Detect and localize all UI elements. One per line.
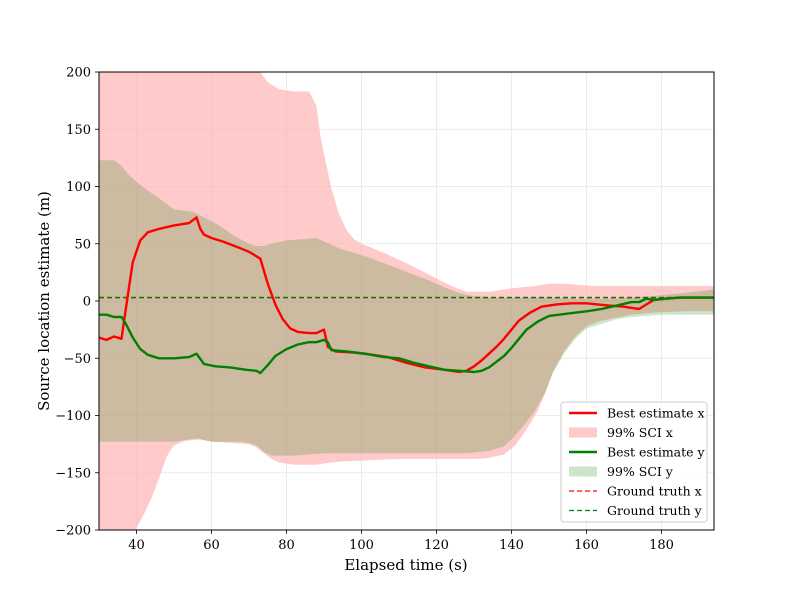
x-tick-label: 160 — [574, 538, 599, 553]
plot-area — [99, 72, 714, 530]
y-tick-label: 50 — [74, 237, 91, 252]
y-tick-label: 100 — [66, 180, 91, 195]
x-tick-label: 80 — [278, 538, 295, 553]
y-axis-label: Source location estimate (m) — [35, 191, 53, 411]
x-axis-label: Elapsed time (s) — [344, 556, 467, 574]
best-estimate-y-line — [99, 296, 714, 375]
legend-label-ground-truth-x: Ground truth x — [607, 484, 702, 499]
legend-swatch-99-sci-x — [569, 427, 597, 438]
x-tick-label: 60 — [203, 538, 220, 553]
x-tick-label: 140 — [499, 538, 524, 553]
legend: Best estimate x 99% SCI x Best estimate y 9… — [560, 401, 708, 523]
legend-swatch-99-sci-y — [569, 466, 597, 477]
legend-label-99-sci-y: 99% SCI y — [607, 464, 674, 479]
x-axis-ticks: 40 60 80 100 120 140 160 180 — [128, 530, 674, 553]
ci-band-x — [99, 72, 714, 530]
legend-box — [560, 401, 708, 523]
y-tick-label: 150 — [66, 123, 91, 138]
y-tick-label: 0 — [83, 295, 91, 310]
y-tick-label: −50 — [64, 352, 91, 367]
ci-band-y — [99, 160, 714, 456]
y-tick-label: −100 — [55, 409, 91, 424]
y-tick-label: −200 — [55, 524, 91, 539]
legend-label-ground-truth-y: Ground truth y — [607, 503, 703, 518]
y-tick-label: 200 — [66, 66, 91, 81]
y-axis-ticks: −200 −150 −100 −50 0 50 100 150 200 — [55, 66, 99, 539]
y-tick-label: −150 — [55, 466, 91, 481]
legend-label-best-estimate-y: Best estimate y — [607, 445, 706, 460]
x-tick-label: 100 — [349, 538, 374, 553]
legend-label-best-estimate-x: Best estimate x — [607, 406, 705, 421]
legend-label-99-sci-x: 99% SCI x — [607, 425, 673, 440]
x-tick-label: 180 — [649, 538, 674, 553]
x-tick-label: 40 — [128, 538, 145, 553]
x-tick-label: 120 — [424, 538, 449, 553]
